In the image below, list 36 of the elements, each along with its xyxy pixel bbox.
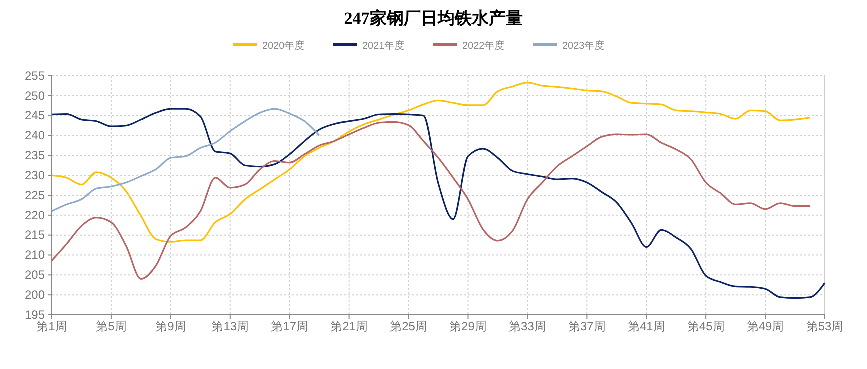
- x-tick-label: 第25周: [390, 320, 428, 334]
- legend-label: 2020年度: [262, 40, 305, 52]
- y-tick-label: 215: [24, 228, 46, 242]
- y-tick-label: 210: [24, 248, 46, 262]
- line-series: [51, 108, 320, 212]
- y-tick-label: 235: [24, 148, 46, 163]
- x-tick-label: 第33周: [509, 320, 546, 334]
- line-series: [51, 82, 811, 243]
- x-tick-label: 第37周: [568, 320, 606, 334]
- y-tick-label: 200: [24, 288, 46, 302]
- y-tick-label: 245: [24, 108, 46, 123]
- y-tick-label: 255: [24, 68, 46, 83]
- chart-title: 247家钢厂日均铁水产量: [344, 9, 523, 28]
- y-tick-label: 195: [24, 308, 46, 322]
- y-tick-label: 240: [24, 128, 46, 143]
- y-tick-label: 220: [24, 208, 46, 222]
- legend-label: 2023年度: [562, 40, 605, 52]
- y-tick-label: 205: [24, 268, 46, 282]
- x-tick-label: 第21周: [330, 320, 368, 334]
- legend-label: 2022年度: [462, 40, 505, 52]
- line-series: [51, 108, 826, 300]
- x-tick-label: 第45周: [687, 320, 725, 334]
- x-tick-label: 第5周: [96, 320, 127, 334]
- x-tick-label: 第49周: [746, 320, 784, 334]
- x-tick-label: 第41周: [628, 320, 666, 334]
- x-tick-label: 第13周: [212, 320, 250, 334]
- y-tick-label: 230: [24, 168, 46, 182]
- y-tick-label: 225: [24, 188, 46, 202]
- x-tick-label: 第9周: [156, 320, 186, 334]
- legend-label: 2021年度: [362, 40, 405, 52]
- line-series: [51, 121, 811, 280]
- x-tick-label: 第29周: [450, 320, 487, 334]
- x-tick-label: 第1周: [36, 320, 68, 334]
- y-tick-label: 250: [24, 88, 46, 103]
- x-tick-label: 第53周: [806, 320, 844, 334]
- x-tick-label: 第17周: [271, 320, 309, 334]
